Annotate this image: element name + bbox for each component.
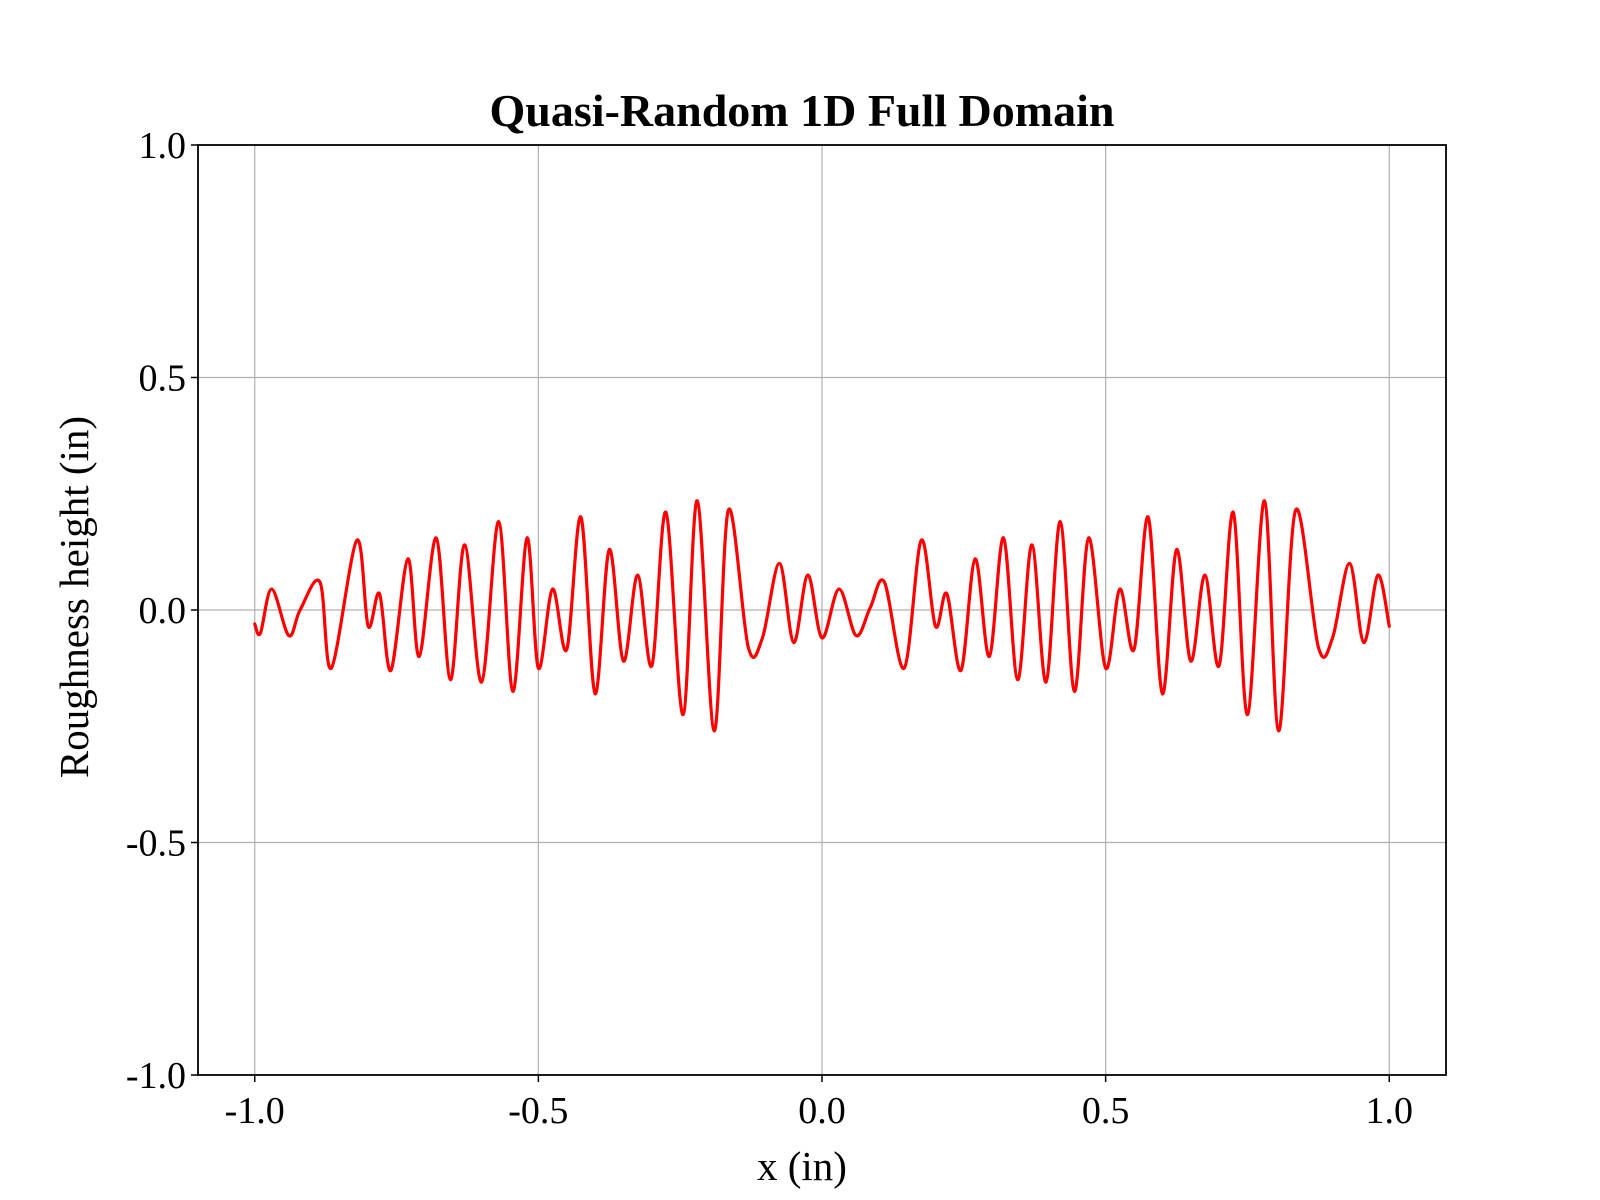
x-tick-label: -1.0 (225, 1090, 285, 1132)
grid (198, 145, 1446, 1075)
y-axis-label: Roughness height (in) (51, 416, 97, 778)
y-tick-label: 0.5 (139, 358, 187, 400)
series-group (253, 499, 1391, 733)
series-line (253, 499, 1391, 733)
x-tick-label: -0.5 (508, 1090, 568, 1132)
y-tick-label: -1.0 (126, 1055, 186, 1097)
ticks: -1.0 -0.5 0.0 0.5 1.0 -1.0 -0.5 0.0 0.5 1.0 (126, 125, 1413, 1132)
x-tick-label: 0.0 (798, 1090, 846, 1132)
y-tick-label: -0.5 (126, 823, 186, 865)
x-tick-label: 0.5 (1082, 1090, 1130, 1132)
chart-title: Quasi-Random 1D Full Domain (490, 85, 1115, 136)
y-tick-label: 1.0 (139, 125, 187, 167)
y-tick-label: 0.0 (139, 590, 187, 632)
x-axis-label: x (in) (757, 1143, 847, 1189)
x-tick-label: 1.0 (1366, 1090, 1414, 1132)
